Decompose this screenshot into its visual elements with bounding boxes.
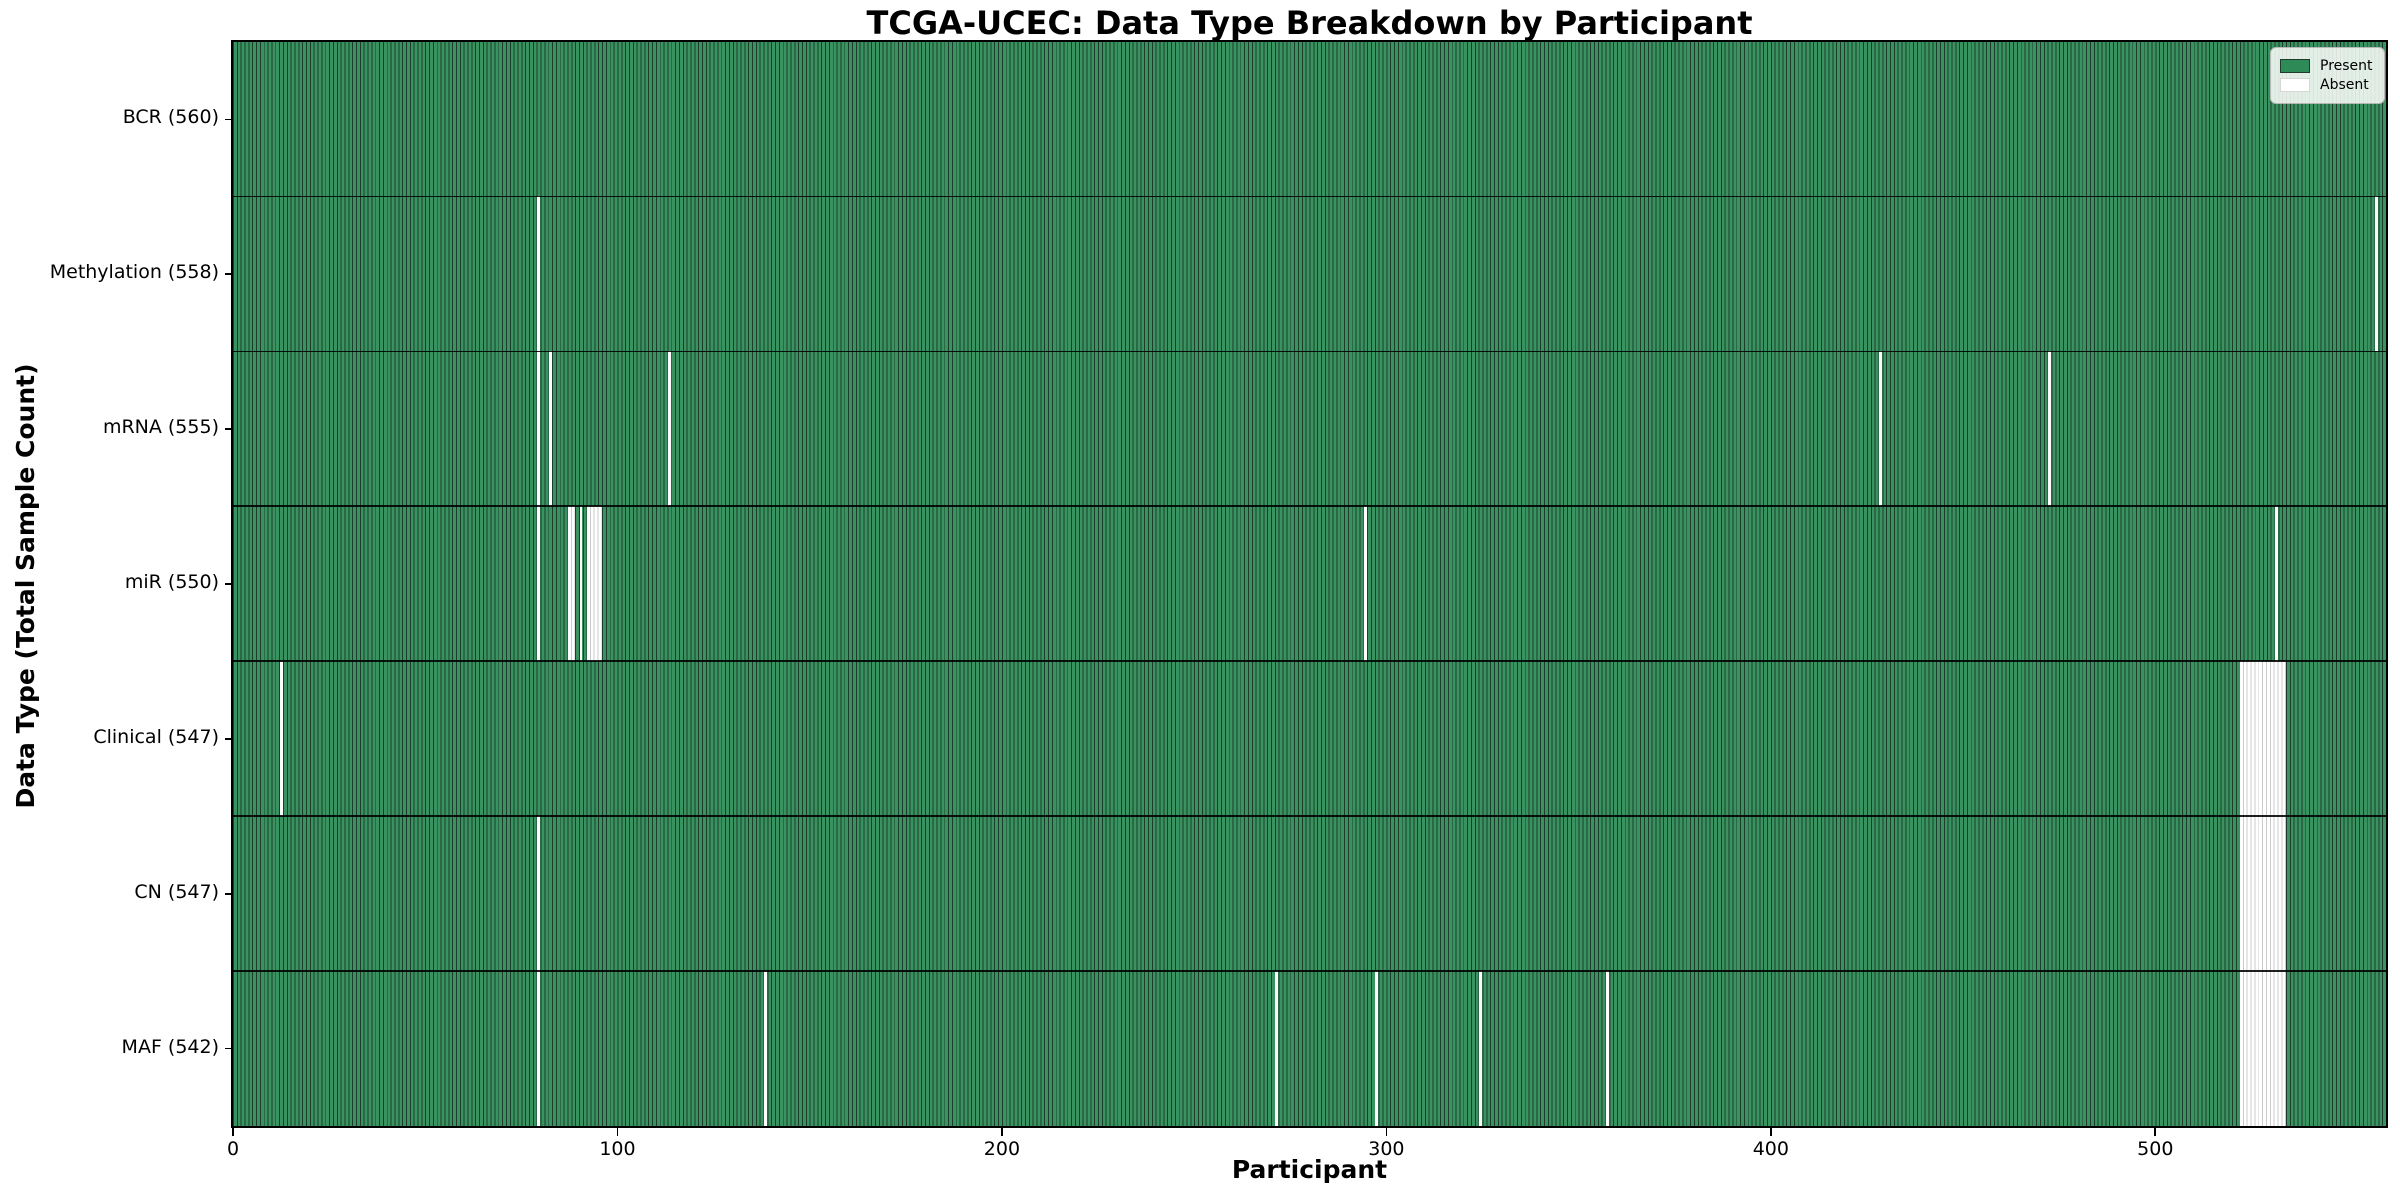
absent-swatch-icon [2280,78,2310,92]
y-tick-label: BCR (560) [122,106,219,129]
x-tick [1001,1128,1003,1137]
x-tick [1770,1128,1772,1137]
data-row-Clinical [232,661,2386,816]
x-tick [616,1128,619,1137]
absent-gap [764,970,767,1126]
y-tick [225,118,233,121]
x-tick [1385,1128,1388,1137]
absent-gap [548,351,552,507]
absent-gap [2240,815,2286,971]
row-separator [232,815,2386,817]
data-row-mRNA [232,351,2386,507]
absent-gap [2048,351,2052,507]
row-separator [232,350,2386,353]
absent-gap [1479,970,1483,1126]
data-row-MAF [232,970,2386,1126]
data-row-miR [232,506,2386,661]
absent-gap [537,351,541,507]
x-tick-label: 100 [599,1138,636,1160]
absent-gap [537,815,541,971]
x-tick-label: 400 [1752,1138,1789,1160]
y-tick-label: MAF (542) [121,1035,219,1058]
row-separator [232,969,2386,972]
absent-gap [2240,970,2286,1126]
x-tick-label: 200 [983,1138,1021,1160]
y-tick [225,892,233,895]
y-tick-label: Methylation (558) [49,261,219,284]
absent-gap [1375,970,1379,1126]
absent-gap [2375,196,2378,352]
absent-gap [537,970,541,1126]
legend: Present Absent [2270,47,2385,104]
row-separator [232,505,2386,507]
absent-gap [568,506,575,661]
present-swatch-icon [2280,59,2310,73]
chart-title: TCGA-UCEC: Data Type Breakdown by Partic… [866,4,1753,42]
legend-entry-present: Present [2280,58,2373,74]
absent-gap [2240,661,2286,816]
data-row-CN [232,815,2386,971]
y-tick-label: Clinical (547) [93,725,219,748]
absent-gap [2275,506,2278,661]
y-tick-label: miR (550) [124,571,219,593]
x-tick-label: 300 [1368,1138,1405,1160]
y-tick-label: CN (547) [134,880,219,903]
y-tick [225,273,233,276]
absent-gap [537,196,541,352]
row-separator [232,660,2386,662]
absent-gap [579,506,583,661]
y-tick [225,1047,233,1050]
data-row-Methylation [232,196,2386,352]
y-tick [225,738,233,740]
absent-gap [1275,970,1279,1126]
absent-gap [1606,970,1609,1126]
x-tick [2154,1128,2157,1137]
legend-label-present: Present [2320,58,2373,74]
absent-gap [587,506,602,661]
data-row-BCR [232,41,2386,197]
absent-gap [279,661,283,816]
absent-gap [667,351,671,507]
absent-gap [1879,351,1882,507]
y-tick-label: mRNA (555) [102,416,219,439]
row-separator [232,195,2386,198]
x-tick-label: 500 [2137,1138,2174,1160]
x-tick [232,1128,234,1137]
plot-area [230,39,2388,1128]
absent-gap [537,506,541,661]
absent-gap [1363,506,1367,661]
legend-entry-absent: Absent [2280,77,2373,93]
x-axis-label: Participant [1231,1155,1388,1184]
x-tick-label: 0 [226,1138,240,1160]
y-tick [225,583,233,585]
legend-label-absent: Absent [2320,77,2369,93]
y-tick [225,428,233,430]
